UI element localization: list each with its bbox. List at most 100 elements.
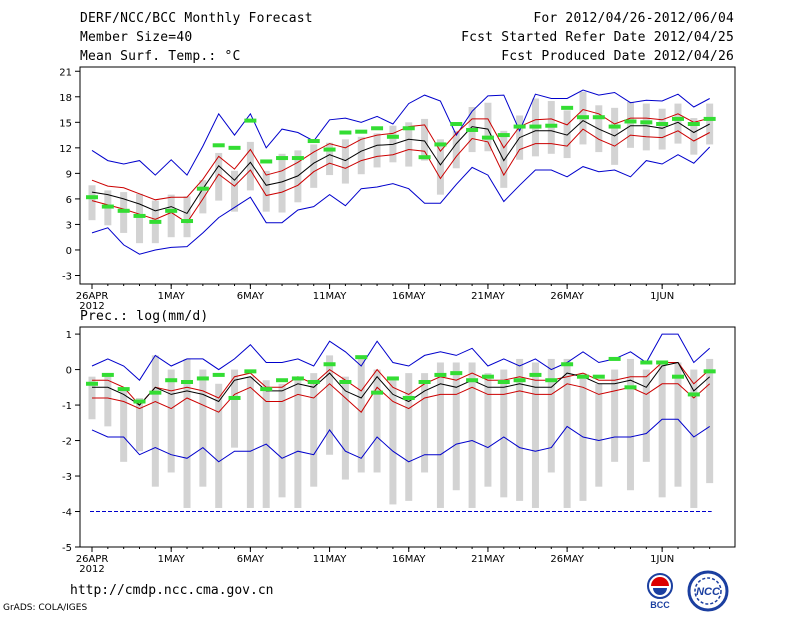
spread-box: [516, 358, 524, 501]
precip-panel-title: Prec.: log(mm/d): [80, 309, 209, 324]
spread-box: [357, 358, 365, 473]
median-mark: [545, 123, 558, 128]
median-mark: [640, 120, 653, 125]
bcc-logo: BCC: [647, 573, 673, 610]
spread-box: [547, 358, 555, 473]
median-mark: [101, 372, 114, 377]
median-mark: [687, 392, 700, 397]
x-tick-label: 21MAY: [471, 291, 505, 302]
spread-box: [215, 152, 223, 201]
source-url[interactable]: http://cmdp.ncc.cma.gov.cn: [70, 583, 274, 598]
x-tick-label: 1MAY: [158, 291, 186, 302]
svg-text:NCC: NCC: [696, 586, 721, 598]
median-mark: [86, 195, 98, 200]
spread-box: [341, 139, 349, 184]
median-mark: [244, 369, 257, 374]
spread-box: [468, 362, 476, 508]
median-mark: [450, 122, 463, 127]
spread-box: [120, 390, 128, 462]
spread-box: [326, 355, 334, 455]
median-mark: [624, 119, 637, 124]
y-tick-label: 6: [66, 195, 72, 206]
median-mark: [307, 380, 320, 384]
spread-box: [389, 380, 397, 505]
x-tick-label: 21MAY: [471, 554, 505, 565]
median-mark: [228, 145, 241, 150]
median-mark: [196, 186, 209, 191]
median-mark: [703, 116, 716, 121]
spread-box: [373, 133, 381, 168]
median-mark: [656, 360, 669, 365]
y-tick-label: 12: [59, 144, 72, 155]
median-mark: [307, 139, 320, 144]
svg-text:BCC: BCC: [650, 600, 670, 610]
spread-box: [690, 118, 698, 155]
median-mark: [624, 385, 637, 390]
median-marks: [86, 355, 716, 404]
plot-frame: [79, 326, 736, 548]
median-mark: [276, 156, 289, 161]
median-mark: [671, 374, 684, 379]
y-tick-label: 1: [66, 330, 72, 341]
median-mark: [339, 130, 352, 135]
spread-box: [563, 110, 571, 159]
y-tick-label: 18: [59, 93, 72, 104]
median-mark: [592, 115, 605, 120]
median-mark: [608, 356, 621, 361]
median-mark: [434, 142, 447, 147]
spread-box: [167, 194, 175, 238]
y-tick-label: 0: [66, 366, 72, 377]
median-mark: [402, 126, 415, 131]
spread-box: [215, 383, 223, 508]
median-mark: [323, 362, 336, 367]
median-mark: [418, 155, 431, 160]
series-lower-line: [92, 383, 711, 413]
median-mark: [481, 135, 494, 140]
spread-box: [452, 130, 460, 169]
median-mark: [101, 204, 114, 209]
median-marks: [86, 105, 716, 224]
median-mark: [687, 122, 700, 127]
spread-box: [658, 108, 666, 150]
series-upper-line: [91, 108, 710, 201]
series-lower-line: [91, 128, 710, 224]
median-mark: [386, 134, 399, 139]
median-mark: [355, 355, 368, 360]
spread-box: [88, 185, 96, 221]
y-tick-label: -5: [62, 543, 72, 554]
median-mark: [608, 124, 621, 129]
x-tick-label: 1MAY: [158, 554, 186, 565]
member-size: Member Size=40: [80, 30, 193, 45]
median-mark: [212, 372, 225, 377]
median-mark: [117, 387, 130, 392]
y-tick-label: -3: [62, 472, 72, 483]
spread-box: [167, 369, 175, 473]
series-max-line: [91, 333, 711, 381]
median-mark: [371, 126, 384, 131]
spread-box: [674, 362, 682, 487]
x-tick-label: 26APR: [76, 554, 109, 565]
x-tick-label: 11MAY: [313, 554, 347, 565]
forecast-period: For 2012/04/26-2012/06/04: [533, 11, 734, 26]
median-mark: [561, 362, 574, 367]
median-mark: [592, 374, 605, 379]
x-tick-label: 1JUN: [650, 554, 674, 565]
median-mark: [671, 116, 684, 121]
median-mark: [133, 213, 146, 218]
spread-box: [183, 196, 191, 238]
series-min-line: [91, 418, 710, 463]
variable-label: Mean Surf. Temp.: °C: [80, 49, 241, 64]
spread-box: [500, 369, 508, 498]
spread-box: [436, 139, 444, 195]
spread-box: [262, 170, 270, 212]
median-mark: [244, 118, 257, 123]
median-mark: [481, 374, 494, 379]
median-mark: [291, 156, 304, 161]
spread-box: [595, 383, 603, 487]
x-tick-label: 26MAY: [550, 554, 584, 565]
x-tick-label: 16MAY: [392, 291, 426, 302]
spread-box: [405, 373, 413, 501]
